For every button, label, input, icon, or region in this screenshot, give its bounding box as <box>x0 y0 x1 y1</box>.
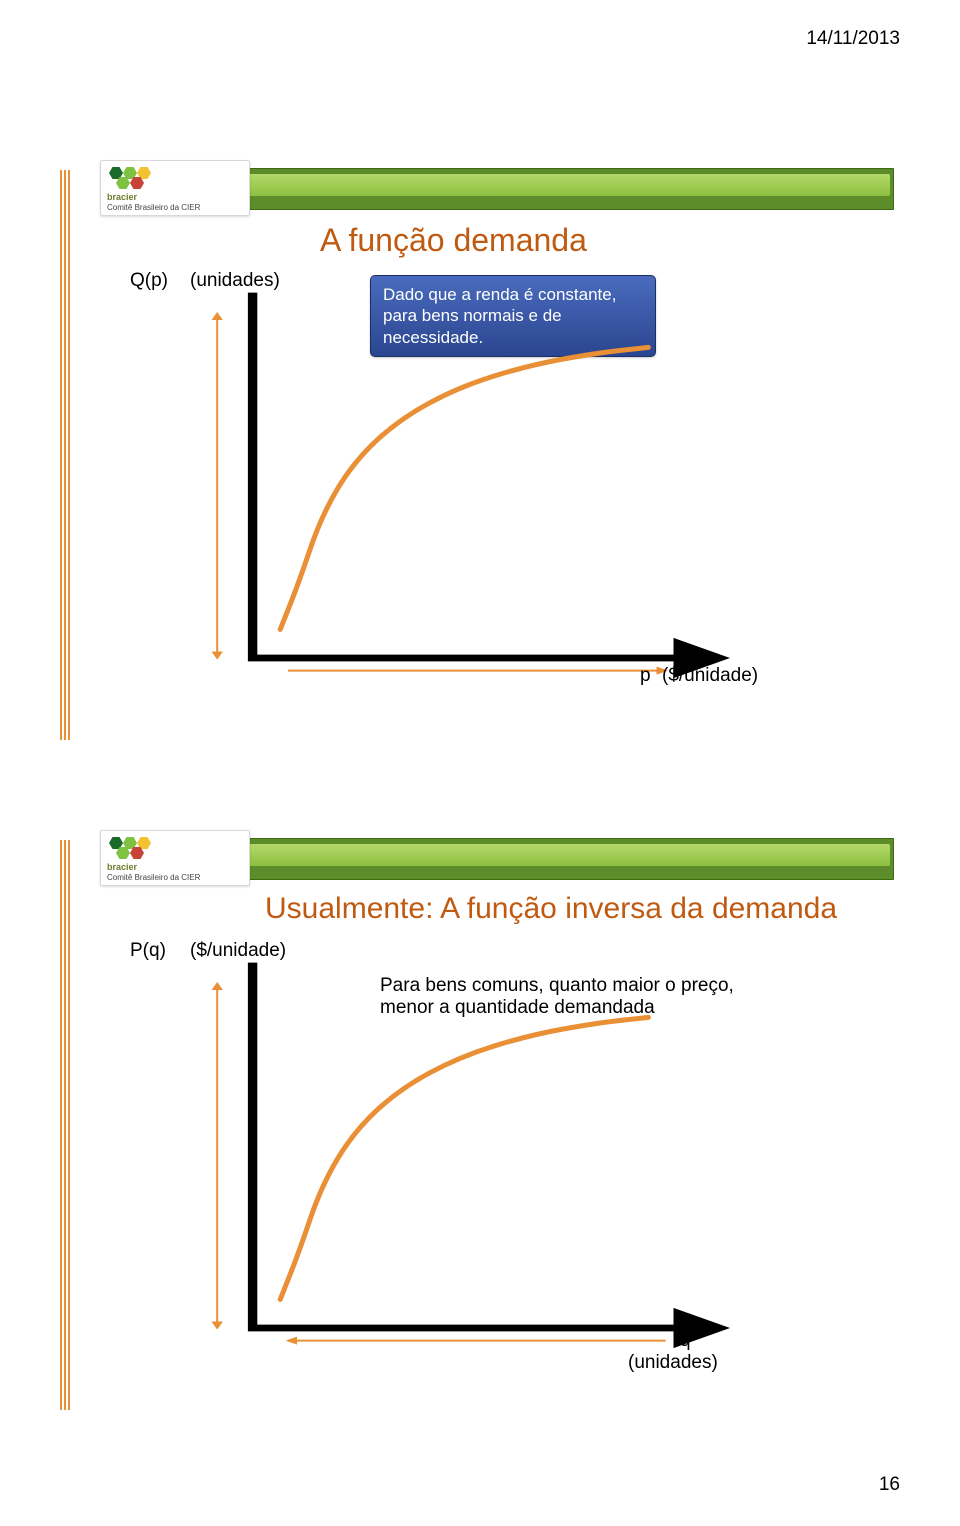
x-axis-label: q <box>680 1330 691 1352</box>
x-axis-unit: (unidades) <box>628 1352 718 1374</box>
x-axis-label: p <box>640 665 651 687</box>
page-number: 16 <box>879 1474 900 1496</box>
logo-brand: bracier <box>107 193 243 202</box>
y-axis-label: P(q) <box>130 940 166 962</box>
y-axis-label: Q(p) <box>130 270 168 292</box>
logo-subtitle: Comitê Brasileiro da CIER <box>107 874 243 882</box>
slide-header: bracier Comitê Brasileiro da CIER <box>100 830 890 890</box>
slide-title: Usualmente: A função inversa da demanda <box>265 892 837 926</box>
logo: bracier Comitê Brasileiro da CIER <box>100 160 250 216</box>
demand-chart <box>170 280 760 705</box>
page-date: 14/11/2013 <box>806 28 900 50</box>
slide-title: A função demanda <box>320 222 587 259</box>
slide-2: bracier Comitê Brasileiro da CIER Usualmen… <box>60 830 900 1420</box>
logo-brand: bracier <box>107 863 243 872</box>
slide-header: bracier Comitê Brasileiro da CIER <box>100 160 890 220</box>
logo-subtitle: Comitê Brasileiro da CIER <box>107 204 243 212</box>
x-axis-unit: ($/unidade) <box>662 665 758 687</box>
slide-1: bracier Comitê Brasileiro da CIER A função… <box>60 160 900 750</box>
logo: bracier Comitê Brasileiro da CIER <box>100 830 250 886</box>
demand-chart-inverse <box>170 950 760 1375</box>
